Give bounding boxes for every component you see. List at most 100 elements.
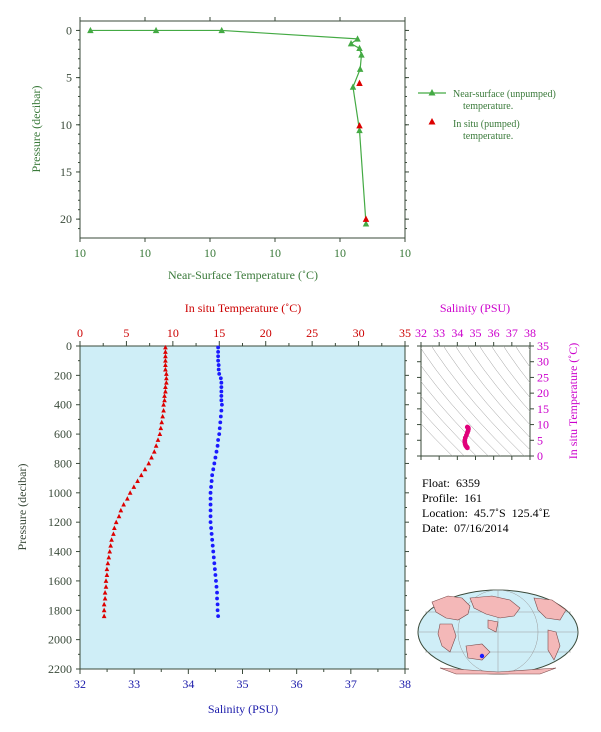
ts-plot-frame [420, 345, 531, 457]
temperature-point [107, 548, 113, 554]
temperature-tick-label: 20 [260, 326, 272, 340]
temperature-point [163, 353, 168, 359]
salinity-point [211, 555, 216, 560]
near-surface-point [218, 26, 225, 34]
temperature-point [116, 513, 122, 519]
salinity-point [215, 608, 220, 613]
top-ylabel: Pressure (decibar) [29, 86, 43, 173]
temperature-point [161, 408, 166, 413]
top-ytick-label: 10 [60, 118, 72, 132]
ts-xtick-label: 36 [488, 326, 500, 340]
legend-unpumped-text-2: temperature. [463, 101, 513, 112]
salinity-point [217, 426, 222, 431]
ts-density-contour [491, 346, 530, 398]
temperature-point [101, 613, 107, 619]
top-ytick-label: 0 [66, 23, 72, 37]
salinity-point [219, 380, 224, 385]
salinity-tick-label: 34 [182, 677, 194, 691]
temperature-point [106, 554, 112, 560]
salinity-tick-label: 38 [399, 677, 411, 691]
salinity-point [211, 549, 216, 554]
salinity-point [216, 367, 221, 372]
profile-ytick-label: 600 [54, 427, 72, 441]
salinity-point [208, 502, 213, 507]
temperature-tick-label: 35 [399, 326, 411, 340]
temperature-point [111, 531, 116, 536]
temperature-point [164, 375, 169, 381]
temperature-point [160, 413, 165, 419]
top-xlabel: Near-Surface Temperature (˚C) [168, 268, 318, 282]
world-map [417, 589, 579, 675]
salinity-point [209, 526, 213, 530]
temperature-point [127, 490, 133, 495]
temperature-point [163, 344, 168, 350]
profile-ytick-label: 200 [54, 368, 72, 382]
top-ytick-label: 20 [60, 212, 72, 226]
legend-unpumped-text-1: Near-surface (unpumped) [453, 89, 556, 100]
temperature-point [113, 519, 119, 525]
temperature-point [103, 584, 109, 589]
salinity-tick-label: 37 [345, 677, 357, 691]
top-xtick-label: 10 [334, 246, 346, 260]
temperature-point [101, 607, 107, 613]
temperature-point [138, 472, 144, 478]
salinity-point [219, 398, 224, 403]
temperature-point [149, 454, 154, 460]
ts-density-contour [421, 395, 477, 456]
in-situ-point [362, 215, 370, 222]
near-surface-point [356, 44, 363, 52]
temperature-point [118, 507, 124, 513]
near-surface-point [356, 126, 363, 134]
temperature-point [151, 449, 157, 454]
temperature-point [103, 578, 109, 583]
near-surface-line [90, 29, 367, 224]
top-xtick-label: 10 [399, 246, 411, 260]
ts-density-contour [503, 346, 530, 384]
salinity-point [219, 385, 224, 390]
salinity-point [215, 596, 219, 601]
salinity-point [217, 371, 222, 376]
salinity-point [215, 443, 220, 448]
salinity-point [212, 461, 217, 466]
salinity-point [208, 496, 213, 501]
top-xtick-label: 10 [139, 246, 151, 260]
temperature-point [104, 572, 110, 577]
location: Location: 45.7˚S 125.4˚E [422, 506, 550, 520]
salinity-point [219, 394, 224, 398]
top-ytick-label: 5 [66, 71, 72, 85]
ts-ytick-label: 30 [537, 355, 549, 369]
salinity-point [216, 614, 221, 619]
ts-density-contour [431, 346, 525, 456]
salinity-tick-label: 36 [291, 677, 303, 691]
profile-ytick-label: 0 [66, 339, 72, 353]
temperature-point [163, 388, 168, 394]
salinity-point [216, 345, 221, 350]
salinity-point [216, 363, 221, 367]
temperature-point [102, 590, 108, 595]
date: Date: 07/16/2014 [422, 521, 509, 535]
salinity-point [211, 467, 216, 472]
temperature-point [153, 443, 159, 448]
profile-bottom-xlabel: Salinity (PSU) [208, 702, 278, 716]
legend-unpumped-marker [428, 89, 436, 96]
near-surface-point [87, 26, 94, 34]
top-chart-frame [79, 20, 406, 239]
near-surface-temperature-chart: 0 5 10 15 20 10 10 10 10 10 10 Near-Surface Tempe… [29, 17, 411, 282]
top-xtick-label: 10 [204, 246, 216, 260]
ts-xtick-label: 32 [415, 326, 427, 340]
ts-ytick-label: 10 [537, 418, 549, 432]
temperature-tick-label: 25 [306, 326, 318, 340]
temperature-point [108, 543, 113, 548]
ts-density-contour [527, 346, 530, 351]
salinity-point [219, 389, 224, 394]
temperature-point [109, 537, 114, 542]
salinity-point [208, 514, 213, 519]
salinity-point [218, 376, 223, 381]
profile-ytick-label: 2200 [48, 662, 72, 676]
float-info-panel: Float: 6359 Profile: 161 Location: 45.7˚… [422, 476, 550, 536]
temperature-point [161, 402, 166, 407]
temperature-point [163, 384, 168, 390]
salinity-point [215, 590, 219, 595]
